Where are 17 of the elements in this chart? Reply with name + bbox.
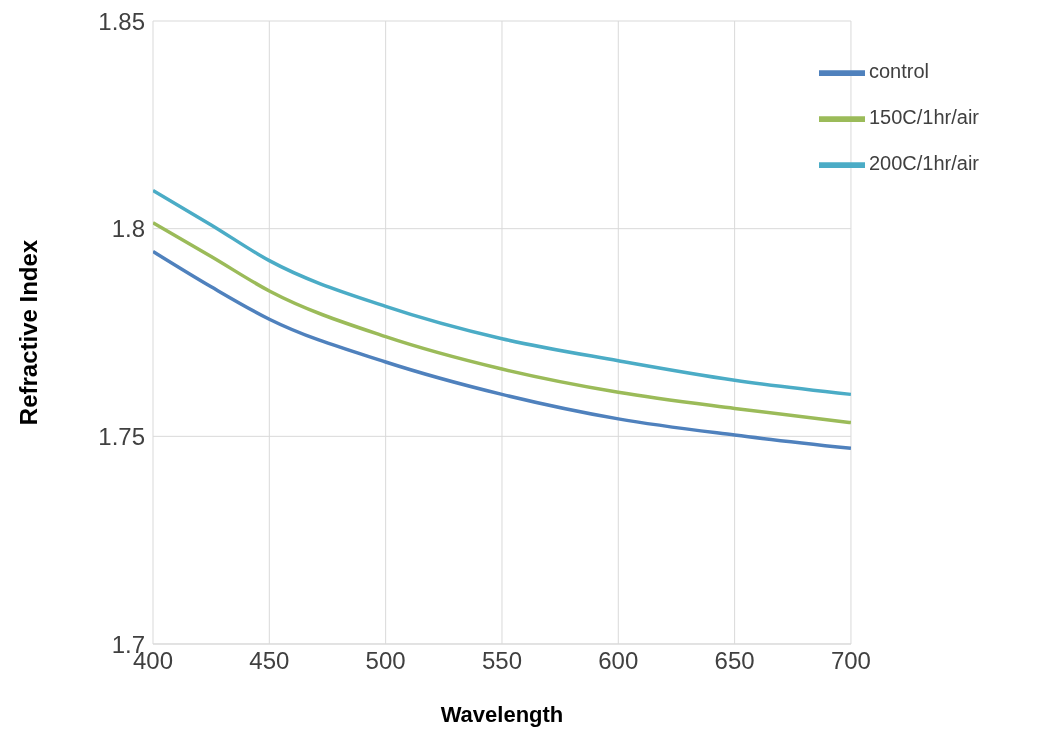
y-axis-title: Refractive Index	[14, 239, 42, 426]
y-tick-label: 1.8	[111, 215, 145, 243]
legend-label: control	[868, 60, 929, 83]
y-tick-label: 1.75	[98, 422, 145, 450]
x-tick-label: 500	[365, 647, 406, 675]
line-series	[153, 188, 851, 397]
x-tick-label: 650	[714, 647, 755, 675]
x-axis-title: Wavelength	[440, 702, 564, 727]
x-tick-label: 550	[481, 647, 522, 675]
line-series	[153, 221, 851, 425]
x-tick-label: 600	[598, 647, 639, 675]
legend-label: 150C/1hr/air	[868, 106, 979, 129]
x-tick-label: 450	[249, 647, 290, 675]
legend-label: 200C/1hr/air	[868, 152, 979, 175]
x-tick-label: 700	[830, 647, 871, 675]
y-tick-label: 1.85	[98, 7, 145, 35]
line-series	[153, 249, 851, 451]
